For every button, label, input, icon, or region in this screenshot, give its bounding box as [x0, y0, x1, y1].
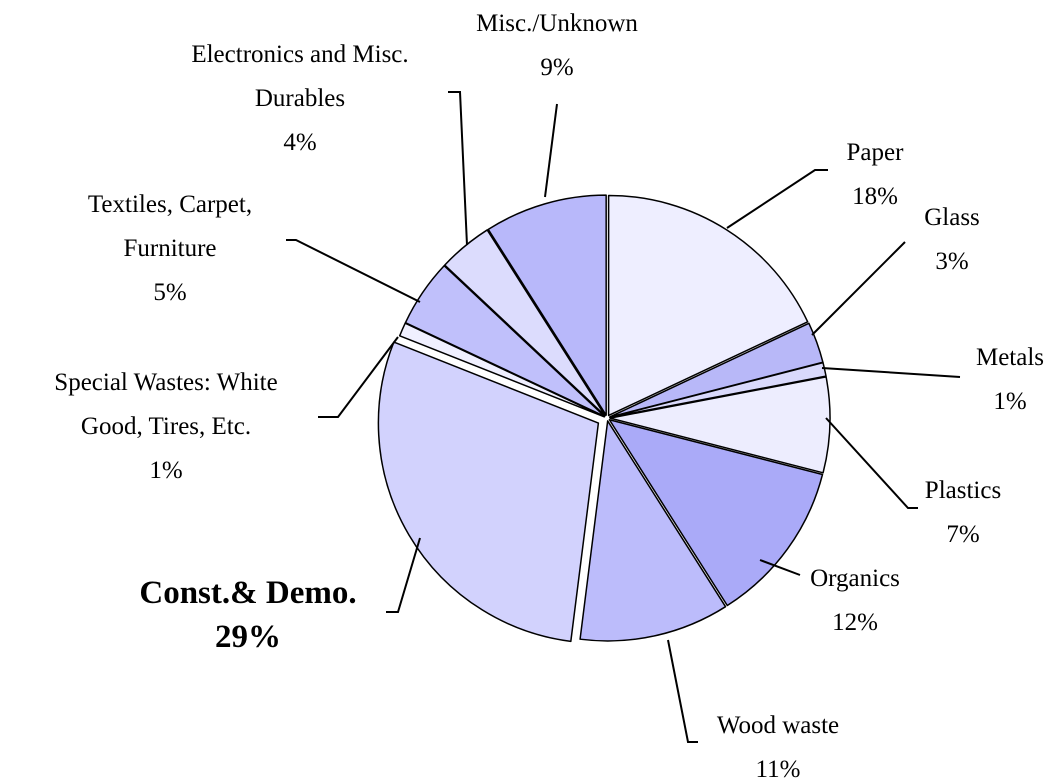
pie-slice-plastics	[609, 376, 831, 474]
slice-label: Good, Tires, Etc.	[81, 413, 251, 440]
slice-label: Misc./Unknown	[476, 10, 638, 37]
leader-line	[811, 241, 906, 336]
leader-line	[825, 417, 918, 509]
slice-percent-label: 7%	[946, 521, 979, 548]
slice-percent-label: 4%	[283, 129, 316, 156]
slice-label: Durables	[255, 85, 345, 112]
leader-line	[318, 336, 399, 418]
slice-label: Electronics and Misc.	[191, 41, 408, 68]
slice-label: Organics	[810, 565, 900, 592]
leader-line	[821, 367, 961, 378]
slice-percent-label: 3%	[935, 248, 968, 275]
slice-percent-label: 18%	[852, 183, 898, 210]
leader-line	[726, 169, 828, 229]
pie-slice-const-demo	[377, 341, 600, 643]
slice-label: Metals	[976, 344, 1044, 371]
leader-line	[286, 239, 421, 303]
slice-label: Paper	[847, 139, 905, 166]
slice-percent-label: 11%	[756, 756, 801, 782]
slice-label: Glass	[924, 204, 980, 231]
pie-slice-organics	[608, 419, 824, 607]
slice-percent-label: 9%	[540, 54, 573, 81]
pie-labels: Paper 18% Glass 3% Metals 1% Plastics 7% Organic…	[54, 10, 1044, 782]
slice-label: Special Wastes: White	[54, 369, 277, 396]
slice-percent-label: 29%	[215, 619, 281, 655]
leader-line	[667, 639, 698, 743]
pie-slice-paper	[607, 194, 809, 417]
leader-line	[386, 537, 421, 613]
pie-slice-electronics-and-misc-durables	[443, 229, 606, 417]
slice-percent-label: 1%	[149, 457, 182, 484]
leader-line	[448, 91, 468, 246]
leader-line	[544, 103, 558, 198]
slice-label: Textiles, Carpet,	[88, 191, 252, 218]
slice-label: Plastics	[925, 477, 1001, 504]
slice-label: Const.& Demo.	[139, 575, 356, 611]
pie-slice-metals	[609, 361, 827, 419]
slice-percent-label: 5%	[153, 279, 186, 306]
slice-label: Furniture	[123, 235, 216, 262]
slice-percent-label: 1%	[993, 388, 1026, 415]
pie-slices	[377, 194, 831, 643]
pie-slice-textiles-carpet-furniture	[404, 264, 606, 418]
slice-percent-label: 12%	[832, 609, 878, 636]
leader-line	[759, 559, 801, 576]
pie-slice-misc-unknown	[487, 194, 607, 416]
pie-slice-wood-waste	[579, 420, 727, 642]
slice-label: Wood waste	[717, 712, 839, 739]
